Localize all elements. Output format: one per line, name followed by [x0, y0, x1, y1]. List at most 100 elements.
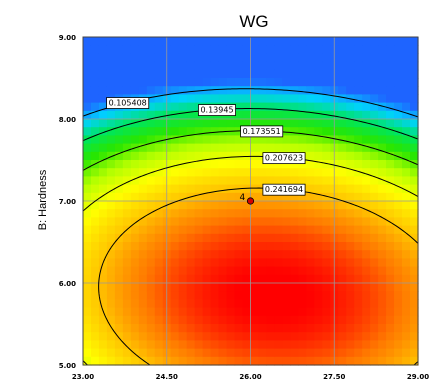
heatmap-cell	[106, 168, 116, 177]
heatmap-cell	[402, 348, 411, 358]
heatmap-cell	[346, 37, 355, 46]
heatmap-cell	[362, 192, 371, 202]
heatmap-cell	[114, 299, 124, 309]
heatmap-cell	[234, 53, 244, 63]
heatmap-cell	[90, 324, 100, 333]
heatmap-cell	[186, 102, 196, 112]
heatmap-cell	[274, 61, 284, 71]
heatmap-cell	[274, 348, 284, 358]
heatmap-cell	[306, 291, 315, 300]
heatmap-cell	[258, 307, 268, 317]
heatmap-cell	[298, 225, 307, 235]
heatmap-cell	[218, 94, 228, 104]
heatmap-cell	[266, 143, 276, 153]
heatmap-cell	[226, 299, 236, 309]
heatmap-cell	[234, 143, 244, 153]
heatmap-cell	[250, 86, 260, 95]
y-tick-label: 5.00	[59, 362, 76, 370]
heatmap-cell	[138, 258, 148, 268]
heatmap-cell	[202, 307, 212, 317]
heatmap-cell	[234, 274, 244, 284]
heatmap-cell	[234, 94, 244, 104]
heatmap-cell	[138, 201, 148, 210]
heatmap-cell	[130, 201, 140, 210]
heatmap-cell	[218, 307, 228, 317]
heatmap-cell	[402, 324, 411, 333]
heatmap-cell	[266, 86, 276, 95]
heatmap-cell	[218, 242, 228, 251]
heatmap-cell	[354, 127, 363, 136]
heatmap-cell	[306, 217, 315, 227]
heatmap-cell	[194, 78, 204, 87]
heatmap-cell	[298, 160, 307, 169]
heatmap-cell	[354, 176, 363, 186]
heatmap-cell	[402, 233, 411, 243]
heatmap-cell	[130, 258, 140, 268]
heatmap-cell	[194, 291, 204, 300]
heatmap-cell	[170, 340, 180, 350]
heatmap-cell	[114, 135, 124, 145]
heatmap-cell	[410, 348, 419, 358]
heatmap-cell	[298, 37, 307, 46]
heatmap-cell	[362, 250, 371, 259]
heatmap-cell	[306, 127, 315, 136]
heatmap-cell	[386, 201, 395, 210]
heatmap-cell	[170, 94, 180, 104]
heatmap-cell	[186, 315, 196, 325]
heatmap-cell	[386, 86, 395, 95]
heatmap-cell	[394, 94, 403, 104]
heatmap-cell	[234, 110, 244, 120]
heatmap-cell	[346, 356, 355, 366]
heatmap-cell	[98, 151, 108, 161]
heatmap-cell	[170, 324, 180, 333]
heatmap-cell	[242, 192, 252, 202]
heatmap-cell	[146, 201, 156, 210]
heatmap-cell	[138, 110, 148, 120]
heatmap-cell	[250, 110, 260, 120]
heatmap-cell	[402, 160, 411, 169]
heatmap-cell	[210, 86, 220, 95]
heatmap-cell	[314, 348, 323, 358]
heatmap-cell	[138, 307, 148, 317]
heatmap-cell	[274, 37, 284, 46]
heatmap-cell	[410, 340, 419, 350]
heatmap-cell	[194, 160, 204, 169]
heatmap-cell	[338, 110, 347, 120]
heatmap-cell	[274, 242, 284, 251]
heatmap-cell	[306, 258, 315, 268]
heatmap-cell	[370, 94, 379, 104]
heatmap-cell	[83, 78, 92, 87]
heatmap-cell	[282, 348, 291, 358]
heatmap-cell	[274, 160, 284, 169]
heatmap-cell	[386, 348, 395, 358]
heatmap-cell	[282, 110, 291, 120]
heatmap-cell	[194, 250, 204, 259]
heatmap-cell	[242, 143, 252, 153]
contour-label-box	[106, 97, 150, 109]
heatmap-cell	[234, 348, 244, 358]
heatmap-cell	[386, 233, 395, 243]
heatmap-cell	[226, 307, 236, 317]
heatmap-cell	[83, 315, 92, 325]
heatmap-cell	[386, 250, 395, 259]
heatmap-cell	[378, 274, 387, 284]
heatmap-cell	[306, 324, 315, 333]
heatmap-cell	[90, 348, 100, 358]
heatmap-cell	[274, 258, 284, 268]
heatmap-cell	[226, 356, 236, 366]
heatmap-cell	[250, 176, 260, 186]
heatmap-cell	[138, 143, 148, 153]
heatmap-cell	[130, 184, 140, 194]
heatmap-cell	[178, 86, 188, 95]
heatmap-cell	[258, 250, 268, 259]
heatmap-cell	[346, 192, 355, 202]
heatmap-cell	[138, 86, 148, 95]
heatmap-cell	[114, 242, 124, 251]
heatmap-cell	[210, 45, 220, 54]
heatmap-cell	[83, 127, 92, 136]
heatmap-cell	[394, 102, 403, 112]
heatmap-cell	[274, 45, 284, 54]
heatmap-cell	[178, 315, 188, 325]
heatmap-cell	[338, 119, 347, 128]
heatmap-cell	[338, 315, 347, 325]
